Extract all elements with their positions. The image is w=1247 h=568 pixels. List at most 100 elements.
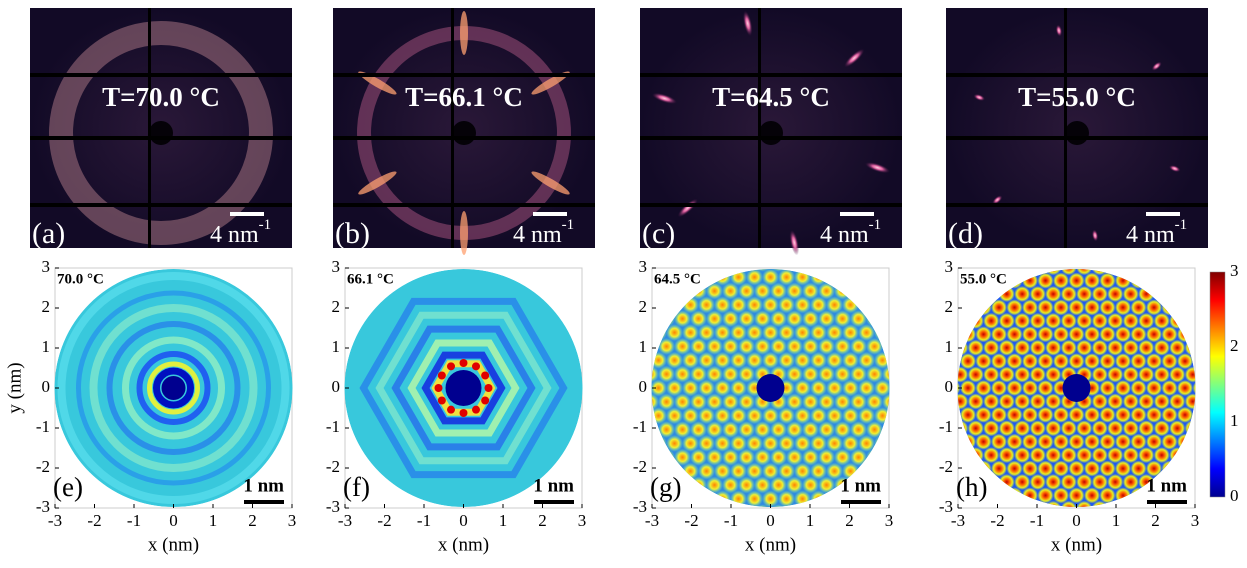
density-peak — [1014, 312, 1031, 329]
diffraction-arc — [460, 11, 468, 55]
density-peak — [698, 351, 715, 369]
density-peak — [842, 434, 859, 452]
temperature-label: T=66.1 °C — [405, 82, 523, 112]
density-peak — [1068, 487, 1085, 504]
detector-gap — [30, 136, 292, 140]
temperature-label: T=70.0 °C — [102, 82, 220, 112]
detector-gap — [946, 136, 1208, 140]
density-peak — [786, 337, 803, 355]
scale-text: 4 nm — [820, 222, 869, 248]
density-peak — [991, 353, 1007, 370]
density-hexagon — [375, 311, 552, 465]
density-peak — [858, 379, 875, 397]
scale-label: 1 nm — [840, 475, 881, 496]
density-peak — [1045, 269, 1062, 276]
density-peak — [794, 379, 811, 397]
density-peak — [1099, 272, 1116, 289]
density-peak — [794, 324, 811, 342]
scale-exponent: -1 — [562, 217, 575, 233]
density-peak — [1084, 299, 1100, 316]
density-peak — [826, 296, 843, 314]
density-peak — [1014, 339, 1031, 356]
density-peak — [762, 324, 779, 342]
density-peak — [1060, 447, 1077, 464]
density-peak — [1068, 406, 1085, 423]
density-peak — [690, 310, 707, 328]
density-peak — [778, 434, 795, 452]
y-tick-label: 2 — [332, 297, 341, 316]
density-peak — [682, 324, 699, 342]
density-peak — [786, 476, 803, 494]
density-peak — [1146, 326, 1162, 343]
density-peak — [1053, 487, 1069, 504]
scale-label: 1 nm — [533, 475, 574, 496]
temperature-label: 66.1 °C — [347, 271, 394, 287]
density-panel: -3 -2 -1 0 1 2 3 3 2 1 0 -1 -2 -3 x (nm) 55.0 °C (h) 1 nm — [939, 257, 1199, 555]
diffraction-panel: T=64.5 °C (c) 4 nm-1 — [640, 8, 902, 256]
density-peak — [998, 366, 1015, 383]
y-tick-label: -3 — [326, 497, 340, 516]
density-peak — [722, 448, 739, 466]
y-tick-label: 0 — [945, 377, 954, 396]
density-ring — [89, 304, 258, 472]
temperature-label: 70.0 °C — [57, 271, 104, 287]
density-peak — [1029, 339, 1046, 356]
density-peak — [1006, 460, 1023, 477]
density-peak — [1091, 500, 1108, 507]
density-peak — [1053, 353, 1069, 370]
density-peak — [866, 421, 883, 439]
density-peak — [1091, 339, 1108, 356]
density-peak — [1130, 406, 1147, 423]
density-peak — [810, 296, 827, 314]
diffraction-arc — [531, 171, 570, 195]
density-peak — [698, 379, 715, 397]
density-peak — [991, 299, 1007, 316]
scale-label: 4 nm-1 — [210, 217, 271, 247]
density-peak — [1122, 420, 1139, 437]
density-peak — [1138, 447, 1155, 464]
density-peak — [762, 434, 779, 452]
density-ring — [136, 351, 211, 425]
x-tick-label: 1 — [1112, 511, 1121, 530]
density-peak — [983, 393, 1000, 410]
density-peak — [1130, 353, 1147, 370]
diffraction-spot — [865, 162, 890, 174]
density-peak — [1014, 366, 1031, 383]
density-peak — [975, 380, 992, 396]
density-peak — [1122, 339, 1139, 356]
density-peak — [1006, 406, 1023, 423]
density-peak — [983, 366, 1000, 383]
density-peak — [1107, 339, 1124, 356]
x-tick-label: -2 — [684, 511, 698, 530]
density-peak — [818, 282, 835, 300]
x-axis-label: x (nm) — [745, 534, 796, 555]
x-axis-label: x (nm) — [148, 534, 199, 555]
panel-letter: (d) — [948, 217, 983, 250]
density-peak — [1084, 326, 1100, 343]
density-peak — [1014, 420, 1031, 437]
density-peak — [770, 421, 787, 439]
y-tick-label: 0 — [332, 377, 341, 396]
density-peak — [991, 406, 1007, 423]
density-peak — [666, 351, 683, 369]
density-peak — [706, 282, 723, 300]
scale-text: 4 nm — [210, 222, 259, 248]
diffraction-arc — [358, 171, 397, 195]
density-peak — [714, 434, 731, 452]
density-peak — [1146, 380, 1162, 396]
density-peak — [983, 420, 1000, 437]
density-peak — [810, 351, 827, 369]
density-peak — [998, 339, 1015, 356]
density-peak — [1037, 326, 1054, 343]
density-peak — [1029, 420, 1046, 437]
density-peak — [1146, 460, 1162, 477]
density-peak — [714, 462, 731, 480]
density-peak — [850, 421, 867, 439]
density-peak — [762, 351, 779, 369]
density-peak — [967, 339, 984, 356]
density-peak — [746, 407, 763, 425]
density-peak — [967, 393, 984, 410]
scale-exponent: -1 — [259, 217, 272, 233]
scale-bar — [230, 212, 264, 216]
density-peak — [1177, 406, 1193, 423]
